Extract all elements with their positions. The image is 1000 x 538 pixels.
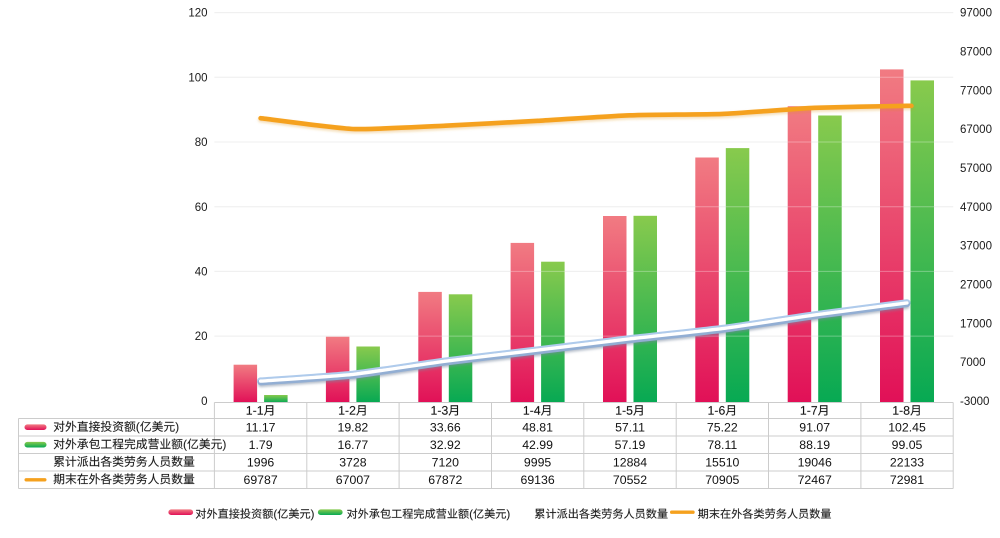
svg-text:67000: 67000 [960, 124, 992, 136]
svg-text:70905: 70905 [705, 473, 739, 487]
svg-text:16.77: 16.77 [338, 438, 369, 452]
svg-text:42.99: 42.99 [522, 438, 553, 452]
svg-text:69787: 69787 [243, 473, 277, 487]
svg-text:87000: 87000 [960, 47, 992, 59]
svg-text:12884: 12884 [613, 456, 647, 470]
svg-text:37000: 37000 [960, 241, 992, 253]
svg-text:3728: 3728 [339, 456, 367, 470]
svg-text:11.17: 11.17 [246, 421, 276, 435]
svg-text:22133: 22133 [890, 456, 924, 470]
svg-text:9995: 9995 [524, 456, 552, 470]
svg-text:32.92: 32.92 [430, 438, 461, 452]
svg-text:60: 60 [195, 202, 208, 214]
svg-text:91.07: 91.07 [799, 421, 830, 435]
svg-text:57.11: 57.11 [615, 421, 645, 435]
svg-text:7000: 7000 [960, 357, 986, 369]
svg-text:19.82: 19.82 [338, 421, 369, 435]
svg-text:80: 80 [195, 137, 208, 149]
svg-text:1996: 1996 [247, 456, 275, 470]
svg-text:15510: 15510 [705, 456, 739, 470]
svg-text:67872: 67872 [428, 473, 462, 487]
svg-text:100: 100 [188, 72, 207, 84]
svg-text:57.19: 57.19 [615, 438, 646, 452]
svg-text:102.45: 102.45 [888, 421, 926, 435]
svg-text:69136: 69136 [520, 473, 554, 487]
svg-text:67007: 67007 [336, 473, 370, 487]
svg-text:-3000: -3000 [960, 396, 989, 408]
svg-text:7120: 7120 [432, 456, 460, 470]
svg-text:47000: 47000 [960, 202, 992, 214]
svg-text:72467: 72467 [798, 473, 832, 487]
svg-text:17000: 17000 [960, 318, 992, 330]
svg-text:48.81: 48.81 [522, 421, 553, 435]
svg-text:20: 20 [195, 331, 208, 343]
svg-text:40: 40 [195, 267, 208, 279]
svg-text:77000: 77000 [960, 85, 992, 97]
svg-text:57000: 57000 [960, 163, 992, 175]
svg-text:88.19: 88.19 [799, 438, 830, 452]
svg-text:78.11: 78.11 [707, 438, 737, 452]
svg-text:72981: 72981 [890, 473, 924, 487]
svg-text:75.22: 75.22 [707, 421, 738, 435]
svg-text:97000: 97000 [960, 8, 992, 20]
svg-text:19046: 19046 [798, 456, 832, 470]
svg-text:120: 120 [188, 8, 207, 20]
svg-text:27000: 27000 [960, 279, 992, 291]
svg-text:99.05: 99.05 [892, 438, 923, 452]
svg-text:0: 0 [201, 396, 207, 408]
svg-text:1.79: 1.79 [249, 438, 273, 452]
svg-text:70552: 70552 [613, 473, 647, 487]
svg-text:33.66: 33.66 [430, 421, 461, 435]
